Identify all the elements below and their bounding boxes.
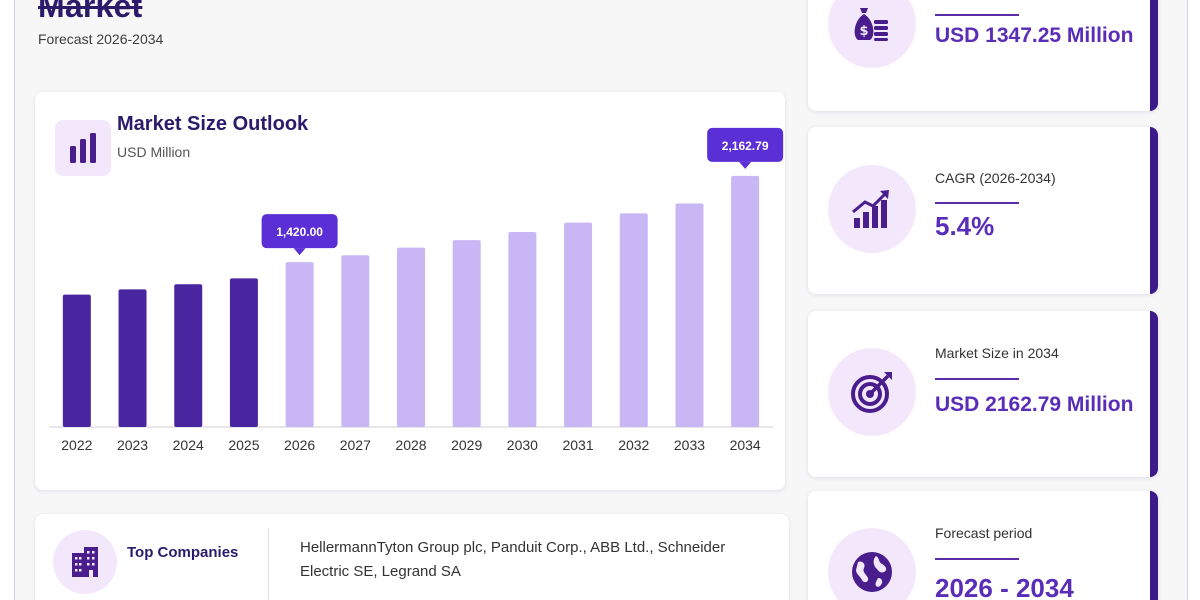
stat-underline <box>935 378 1019 380</box>
bar-2029 <box>452 240 481 427</box>
x-tick-label-2033: 2033 <box>674 437 705 453</box>
divider <box>268 528 269 600</box>
stat-card-forecast-period: Forecast period 2026 - 2034 <box>808 491 1158 600</box>
target-icon <box>828 348 916 436</box>
growth-chart-icon <box>828 165 916 253</box>
stat-card-market-size-2034: Market Size in 2034 USD 2162.79 Million <box>808 311 1158 477</box>
bar-2028 <box>397 247 425 427</box>
bar-2023 <box>118 289 147 427</box>
data-label-2026: 1,420.00 <box>261 214 338 256</box>
x-tick-label-2032: 2032 <box>618 437 649 453</box>
stat-value: 2026 - 2034 <box>935 573 1074 600</box>
stat-value: USD 1347.25 Million <box>935 24 1134 47</box>
bar-chart: 2022 2023 2024 2025 2026 2027 2028 2029 2030 2031… <box>49 127 784 453</box>
stat-card-cagr: CAGR (2026-2034) 5.4% <box>808 127 1158 294</box>
chart-unit: USD Million <box>117 144 191 160</box>
x-tick-label-2024: 2024 <box>173 437 204 453</box>
market-size-chart-card: Market Size Outlook USD Million 2022 2023… <box>35 92 785 490</box>
bar-2026 <box>285 262 314 427</box>
money-bag-icon: $ <box>828 0 916 68</box>
page-title: Market <box>38 0 143 24</box>
svg-text:2,162.79: 2,162.79 <box>722 139 769 153</box>
bar-2031 <box>564 222 593 427</box>
bar-2032 <box>619 213 648 427</box>
top-companies-card: Top Companies HellermannTyton Group plc,… <box>35 514 789 600</box>
x-tick-label-2031: 2031 <box>562 437 593 453</box>
stat-label: Forecast period <box>935 525 1033 541</box>
stat-underline <box>935 14 1019 16</box>
stat-label: CAGR (2026-2034) <box>935 170 1056 186</box>
x-tick-label-2028: 2028 <box>395 437 426 453</box>
svg-text:$: $ <box>859 24 868 39</box>
x-tick-label-2030: 2030 <box>507 437 538 453</box>
stat-underline <box>935 202 1019 204</box>
stat-underline <box>935 558 1019 560</box>
bar-2024 <box>174 284 203 427</box>
top-companies-list: HellermannTyton Group plc, Panduit Corp.… <box>300 539 726 580</box>
stat-value: USD 2162.79 Million <box>935 393 1134 416</box>
x-tick-label-2023: 2023 <box>117 437 148 453</box>
bar-2027 <box>341 255 370 427</box>
bar-2033 <box>675 203 704 427</box>
stat-value: 5.4% <box>935 211 995 241</box>
data-label-2034: 2,162.79 <box>707 127 784 169</box>
page-subtitle: Forecast 2026-2034 <box>38 31 164 47</box>
stat-card-market-size-2025: $ USD 1347.25 Million <box>808 0 1158 111</box>
x-tick-label-2029: 2029 <box>451 437 482 453</box>
bar-2030 <box>508 231 537 427</box>
x-tick-label-2026: 2026 <box>284 437 315 453</box>
x-tick-label-2022: 2022 <box>61 437 92 453</box>
x-tick-label-2027: 2027 <box>340 437 371 453</box>
globe-icon <box>828 528 916 600</box>
bar-2022 <box>62 294 91 427</box>
bar-2034 <box>731 175 760 427</box>
svg-text:1,420.00: 1,420.00 <box>276 225 323 239</box>
buildings-icon <box>53 530 117 594</box>
chart-title: Market Size Outlook <box>117 113 309 135</box>
stat-label: Market Size in 2034 <box>935 345 1059 361</box>
bar-chart-icon <box>55 120 111 176</box>
x-tick-label-2034: 2034 <box>730 437 761 453</box>
top-companies-label: Top Companies <box>127 544 239 561</box>
x-tick-label-2025: 2025 <box>228 437 259 453</box>
bar-2025 <box>229 278 258 427</box>
